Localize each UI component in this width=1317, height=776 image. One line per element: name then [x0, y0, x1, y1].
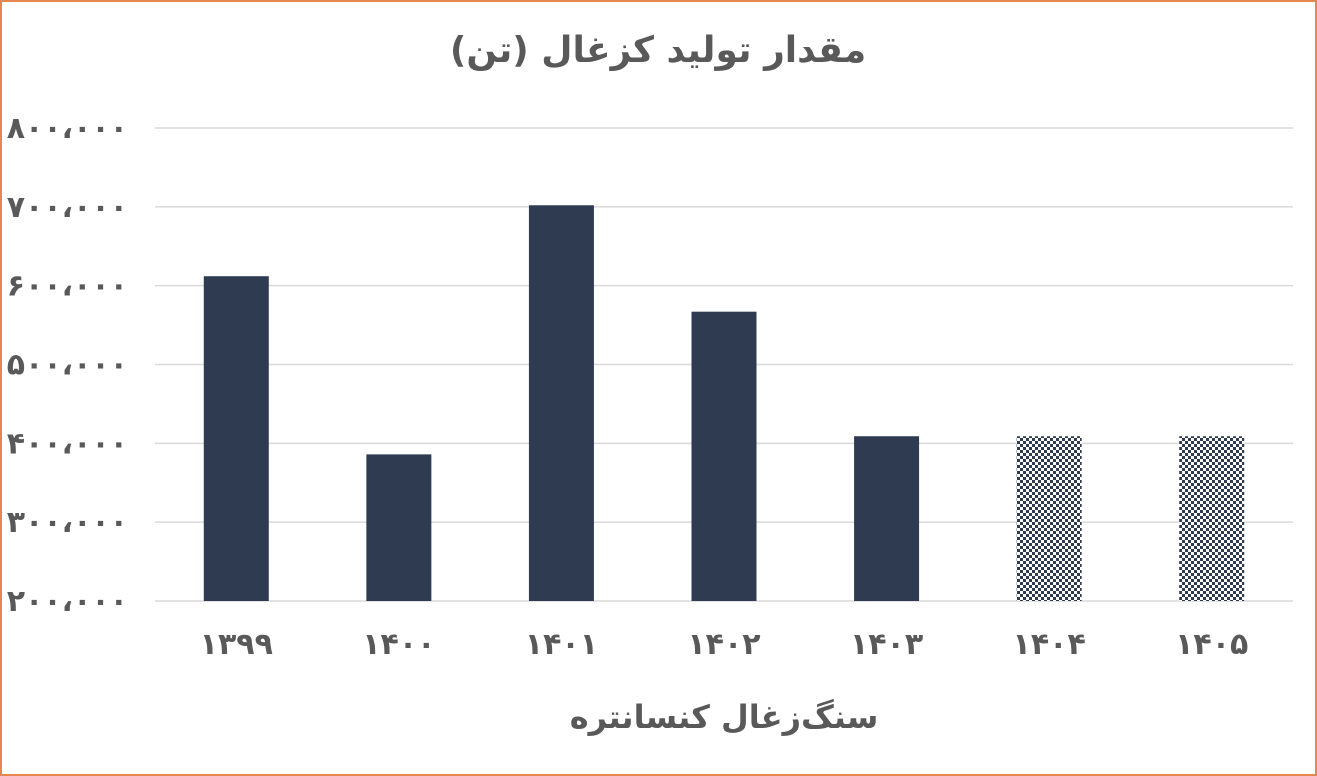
- bar-0: [203, 276, 269, 601]
- bars: [203, 205, 1245, 602]
- bar-6: [1179, 436, 1245, 601]
- x-tick-label: ۱۴۰۵: [1175, 627, 1248, 662]
- y-tick-label: ۴۰۰،۰۰۰: [7, 426, 128, 461]
- bar-5: [1016, 436, 1082, 601]
- y-tick-label: ۵۰۰،۰۰۰: [7, 348, 128, 383]
- x-tick-label: ۱۳۹۹: [200, 627, 273, 662]
- x-tick-label: ۱۴۰۲: [687, 627, 760, 662]
- y-tick-label: ۶۰۰،۰۰۰: [7, 269, 128, 304]
- bar-1: [366, 454, 432, 601]
- y-tick-label: ۷۰۰،۰۰۰: [7, 190, 128, 225]
- x-axis-label: سنگ‌زغال کنسانتره: [570, 698, 879, 736]
- y-tick-label: ۲۰۰،۰۰۰: [7, 584, 128, 619]
- x-tick-label: ۱۴۰۱: [525, 627, 598, 662]
- bar-4: [854, 436, 920, 601]
- x-tick-label: ۱۴۰۴: [1013, 627, 1086, 662]
- x-tick-label: ۱۴۰۰: [362, 627, 435, 662]
- y-axis-ticks: ۲۰۰،۰۰۰ ۳۰۰،۰۰۰ ۴۰۰،۰۰۰ ۵۰۰،۰۰۰ ۶۰۰،۰۰۰ ۷۰۰،۰…: [7, 111, 128, 619]
- x-axis-ticks: ۱۳۹۹ ۱۴۰۰ ۱۴۰۱ ۱۴۰۲ ۱۴۰۳ ۱۴۰۴ ۱۴۰۵: [200, 627, 1249, 662]
- x-tick-label: ۱۴۰۳: [850, 627, 923, 662]
- chart-title: مقدار تولید کزغال (تن): [450, 30, 866, 71]
- y-tick-label: ۳۰۰،۰۰۰: [7, 505, 128, 540]
- gridlines: [155, 127, 1293, 602]
- bar-3: [691, 311, 757, 601]
- y-tick-label: ۸۰۰،۰۰۰: [7, 111, 128, 146]
- bar-2: [528, 205, 594, 602]
